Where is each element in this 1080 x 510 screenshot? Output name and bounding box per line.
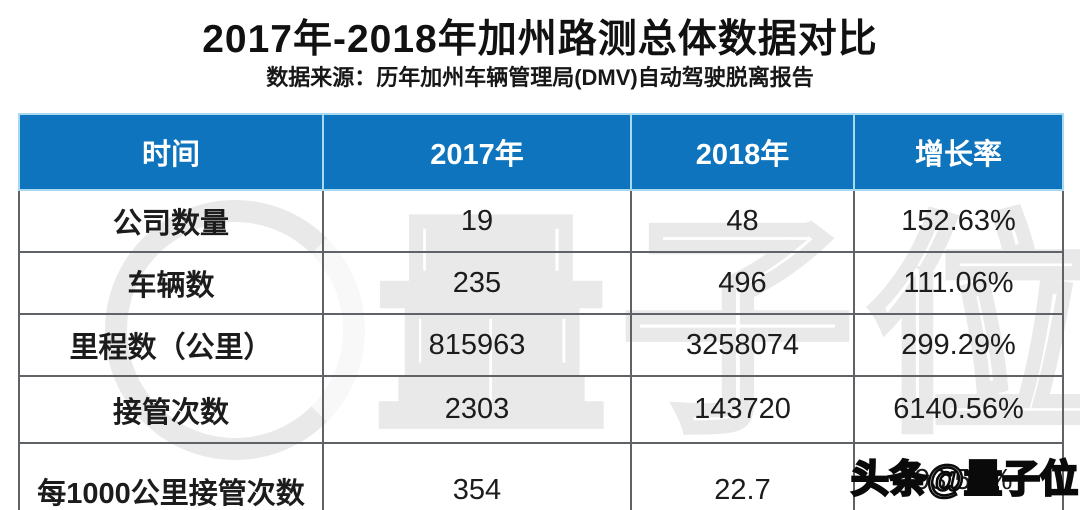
table-row: 车辆数 235 496 111.06% — [18, 251, 1064, 315]
data-table: 时间 2017年 2018年 增长率 公司数量 19 48 152.63% 车辆数 235 496… — [18, 113, 1064, 510]
value-cell: 3258074 — [630, 313, 855, 377]
value-cell: 48 — [630, 189, 855, 253]
value-cell: 152.63% — [853, 189, 1064, 253]
table-body: 公司数量 19 48 152.63% 车辆数 235 496 111.06% 里程数（公里） 81… — [18, 189, 1064, 510]
value-cell: 815963 — [322, 313, 632, 377]
table-row: 公司数量 19 48 152.63% — [18, 189, 1064, 253]
row-label-cell: 车辆数 — [18, 251, 324, 315]
comparison-table-wrap: 时间 2017年 2018年 增长率 公司数量 19 48 152.63% 车辆数 235 496… — [18, 113, 1064, 510]
data-source-note: 数据来源：历年加州车辆管理局(DMV)自动驾驶脱离报告 — [266, 65, 814, 90]
value-cell: 354 — [322, 442, 632, 510]
table-header-cell: 2017年 — [322, 113, 632, 191]
row-label-cell: 公司数量 — [18, 189, 324, 253]
value-cell: 19 — [322, 189, 632, 253]
value-cell: 235 — [322, 251, 632, 315]
value-cell: 111.06% — [853, 251, 1064, 315]
value-cell: 2303 — [322, 375, 632, 444]
table-header-row: 时间 2017年 2018年 增长率 — [18, 113, 1064, 191]
table-row: 每1000公里接管次数 354 22.7 -93.59% — [18, 442, 1064, 510]
table-header-cell: 增长率 — [853, 113, 1064, 191]
row-label-cell: 接管次数 — [18, 375, 324, 444]
value-cell: 143720 — [630, 375, 855, 444]
page-title: 2017年-2018年加州路测总体数据对比 — [202, 18, 878, 61]
row-label-cell: 每1000公里接管次数 — [18, 442, 324, 510]
value-cell: 22.7 — [630, 442, 855, 510]
table-header-cell: 时间 — [18, 113, 324, 191]
value-cell: 6140.56% — [853, 375, 1064, 444]
table-row: 接管次数 2303 143720 6140.56% — [18, 375, 1064, 444]
value-cell: -93.59% — [853, 442, 1064, 510]
value-cell: 299.29% — [853, 313, 1064, 377]
table-header-cell: 2018年 — [630, 113, 855, 191]
table-header: 时间 2017年 2018年 增长率 — [18, 113, 1064, 191]
table-row: 里程数（公里） 815963 3258074 299.29% — [18, 313, 1064, 377]
row-label-cell: 里程数（公里） — [18, 313, 324, 377]
value-cell: 496 — [630, 251, 855, 315]
credit-watermark: 头条@量子位 — [850, 458, 1080, 503]
